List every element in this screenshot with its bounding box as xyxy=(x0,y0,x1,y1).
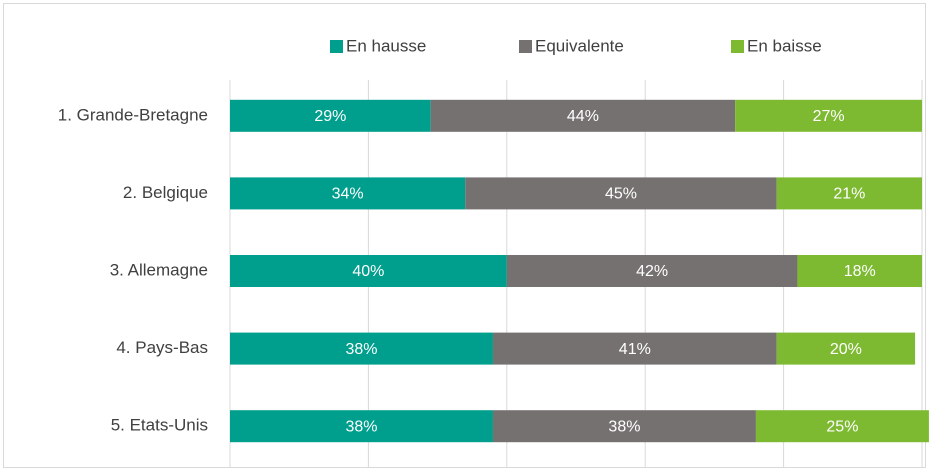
data-label: 45% xyxy=(605,186,637,203)
data-label: 25% xyxy=(826,418,858,435)
data-label: 21% xyxy=(833,186,865,203)
legend-label: Equivalente xyxy=(535,36,624,55)
y-tick-label: 2. Belgique xyxy=(123,183,208,202)
bar-segment xyxy=(776,177,922,210)
bar-segment xyxy=(492,332,777,365)
bar-segment xyxy=(506,255,798,287)
bar-segment xyxy=(465,177,777,210)
bar-segment xyxy=(735,99,922,132)
data-label: 41% xyxy=(619,341,651,358)
legend-swatch xyxy=(519,40,532,53)
bar-segment xyxy=(230,177,466,210)
bar-segment xyxy=(230,255,507,287)
legend-swatch xyxy=(731,40,744,53)
data-label: 38% xyxy=(345,341,377,358)
bar-segment xyxy=(230,410,493,443)
legend-label: En hausse xyxy=(346,36,426,55)
bar-segment xyxy=(755,410,929,443)
y-tick-label: 5. Etats-Unis xyxy=(111,416,208,435)
chart-frame xyxy=(3,3,926,468)
bar-segment xyxy=(776,332,916,365)
data-label: 20% xyxy=(830,341,862,358)
bar-segment xyxy=(492,410,756,443)
bar-segment xyxy=(430,99,736,132)
data-label: 42% xyxy=(636,263,668,280)
data-label: 40% xyxy=(352,263,384,280)
data-label: 34% xyxy=(332,186,364,203)
data-label: 27% xyxy=(813,108,845,125)
bar-segment xyxy=(797,255,922,287)
data-label: 38% xyxy=(345,418,377,435)
data-label: 38% xyxy=(608,418,640,435)
bar-segment xyxy=(230,332,493,365)
legend-label: En baisse xyxy=(747,36,822,55)
y-tick-label: 4. Pays-Bas xyxy=(116,338,208,357)
bar-segment xyxy=(230,99,431,132)
legend-swatch xyxy=(330,40,343,53)
y-tick-label: 3. Allemagne xyxy=(110,260,208,279)
data-label: 18% xyxy=(844,263,876,280)
y-tick-label: 1. Grande-Bretagne xyxy=(58,105,208,124)
data-label: 29% xyxy=(314,108,346,125)
data-label: 44% xyxy=(567,108,599,125)
